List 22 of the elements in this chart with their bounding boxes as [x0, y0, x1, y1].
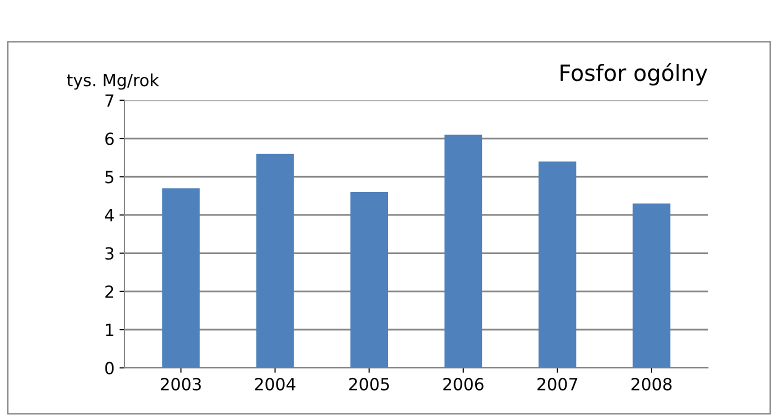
y-tick-label: 4: [104, 209, 114, 222]
x-tick-label: 2005: [349, 378, 389, 390]
y-tick-label: 0: [105, 362, 114, 374]
bar: [350, 192, 388, 368]
y-tick-label: 2: [105, 285, 114, 298]
y-tick-label: 3: [105, 247, 114, 260]
x-tick-label: 2007: [537, 378, 578, 390]
y-axis-title: tys. Mg/rok: [66, 73, 160, 90]
bar: [444, 134, 482, 368]
bar: [256, 154, 294, 368]
x-tick-label: 2006: [443, 378, 484, 390]
bar: [538, 161, 576, 368]
y-tick-label: 7: [106, 94, 114, 107]
y-tick-label: 5: [105, 170, 114, 184]
x-tick-label: 2004: [255, 378, 296, 390]
x-tick-label: 2003: [160, 378, 201, 390]
bar: [632, 204, 670, 368]
bar: [162, 188, 200, 368]
chart-title: Fosfor ogólny: [560, 63, 708, 86]
y-tick-label: 1: [106, 324, 114, 336]
y-tick-label: 6: [105, 132, 114, 146]
x-tick-label: 2008: [632, 378, 672, 390]
